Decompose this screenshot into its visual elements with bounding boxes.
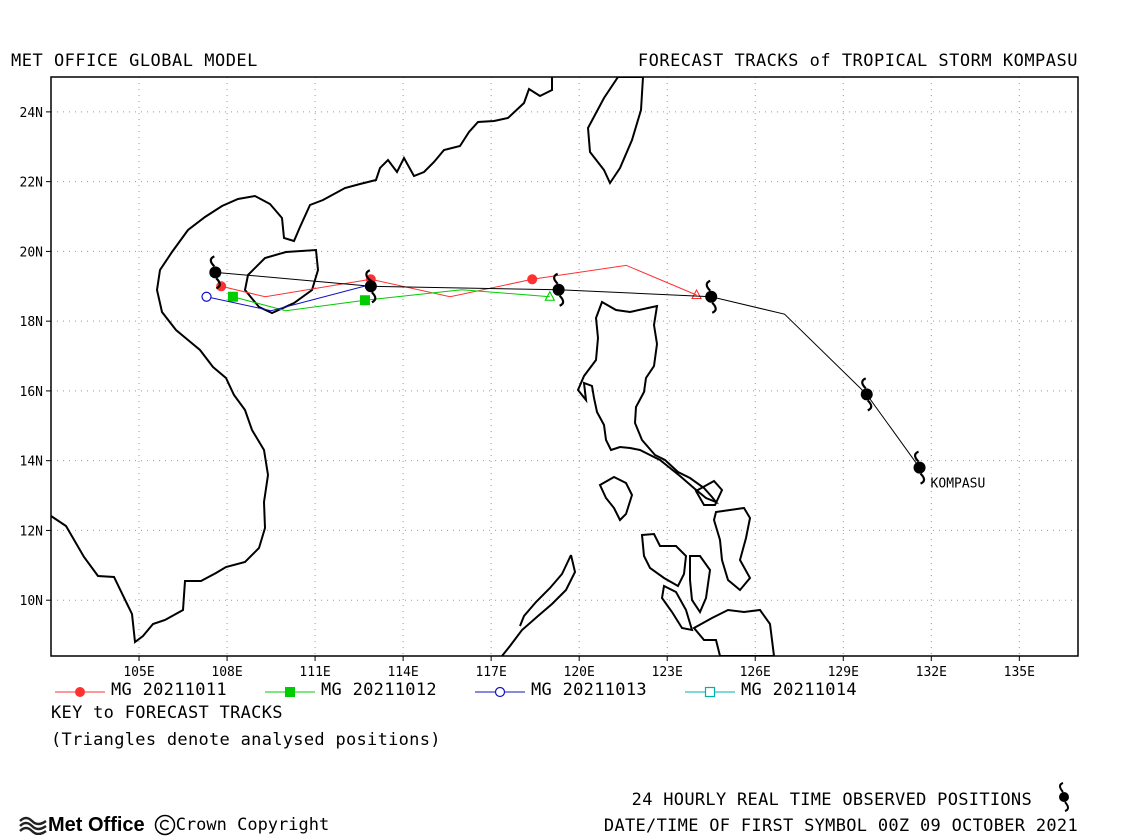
- track-line: [206, 284, 371, 312]
- x-tick-label: 117E: [475, 665, 506, 680]
- y-tick-label: 16N: [20, 385, 43, 400]
- observed-position-icon: [860, 377, 873, 412]
- copyright-icon: [154, 814, 175, 836]
- met-office-wave-icon: [19, 816, 47, 835]
- coastline-leyte: [712, 506, 752, 592]
- copyright-text: Crown Copyright: [175, 815, 330, 835]
- legend-label: MG 20211012: [321, 680, 437, 700]
- forecast-track-1: [227, 289, 556, 312]
- observed-position-icon: [705, 279, 718, 314]
- datetime-note: DATE/TIME OF FIRST SYMBOL 00Z 09 OCTOBER…: [603, 816, 1078, 836]
- analysed-triangle: [691, 288, 702, 300]
- x-tick-label: 108E: [211, 665, 242, 680]
- coastline-samar: [694, 479, 724, 506]
- observed-note: 24 HOURLY REAL TIME OBSERVED POSITIONS: [631, 790, 1032, 810]
- y-tick-label: 24N: [20, 106, 43, 121]
- observed-track: [209, 255, 926, 485]
- coastline-cebu: [689, 555, 712, 615]
- storm-label: KOMPASU: [931, 477, 986, 492]
- coastline-hainan: [243, 248, 320, 315]
- x-tick-label: 126E: [740, 665, 771, 680]
- track-map: 105E 108E 111E 114E 117E 120E 123E 126E 129E 132E…: [20, 76, 1079, 680]
- key-note: (Triangles denote analysed positions): [51, 730, 441, 750]
- legend-marker: [75, 687, 85, 697]
- coastline-palawan: [501, 554, 577, 656]
- coastline-negros: [660, 584, 694, 632]
- y-tick-label: 14N: [20, 455, 43, 470]
- x-tick-label: 135E: [1004, 665, 1035, 680]
- track-marker: [527, 274, 538, 285]
- key-title: KEY to FORECAST TRACKS: [51, 703, 283, 723]
- x-tick-label: 111E: [299, 665, 330, 680]
- coastline-mindoro: [598, 475, 634, 522]
- forecast-track-0: [216, 264, 702, 300]
- met-office-logo: Met Office Crown Copyright: [18, 812, 329, 838]
- axis-ticks: 105E 108E 111E 114E 117E 120E 123E 126E 129E 132E…: [20, 106, 1035, 680]
- coastline-taiwan: [586, 77, 645, 186]
- x-tick-label: 105E: [123, 665, 154, 680]
- y-tick-label: 10N: [20, 594, 43, 609]
- observed-track-line: [215, 271, 920, 468]
- coastlines: [51, 77, 776, 656]
- legend-label: MG 20211013: [531, 680, 647, 700]
- chart-title: FORECAST TRACKS of TROPICAL STORM KOMPAS…: [637, 51, 1078, 71]
- legend-label: MG 20211014: [741, 680, 857, 700]
- x-tick-label: 123E: [652, 665, 683, 680]
- analysed-triangle: [544, 290, 556, 301]
- grid-lines: [51, 77, 1078, 656]
- legend-marker: [285, 687, 295, 697]
- y-tick-label: 12N: [20, 524, 43, 539]
- model-title: MET OFFICE GLOBAL MODEL: [11, 51, 258, 71]
- x-tick-label: 132E: [916, 665, 947, 680]
- legend-swatch: [55, 687, 105, 697]
- track-marker: [227, 291, 238, 302]
- x-tick-label: 120E: [564, 665, 595, 680]
- legend-swatch: [475, 686, 525, 698]
- legend-marker: [494, 686, 506, 698]
- x-tick-label: 129E: [828, 665, 859, 680]
- track-line: [221, 264, 697, 298]
- coastline-mainland: [51, 77, 553, 644]
- observed-position-icon: [913, 450, 926, 485]
- track-line: [232, 289, 550, 312]
- observed-position-icon: [552, 272, 565, 307]
- track-marker: [201, 291, 212, 302]
- observed-position-icon: [364, 269, 377, 304]
- plot-frame: [50, 76, 1079, 657]
- y-tick-label: 20N: [20, 245, 43, 260]
- legend-label: MG 20211011: [111, 680, 227, 700]
- y-tick-label: 18N: [20, 315, 43, 330]
- coastline-panay: [640, 532, 688, 588]
- legend-swatch: [265, 687, 315, 697]
- x-tick-label: 114E: [387, 665, 418, 680]
- track-marker: [359, 295, 370, 306]
- legend-swatch: [685, 686, 735, 698]
- observed-position-icon: [209, 255, 222, 290]
- typhoon-icon: [1059, 782, 1069, 812]
- coastline-luzon: [576, 300, 720, 505]
- y-tick-label: 22N: [20, 176, 43, 191]
- logo-text: Met Office: [48, 813, 145, 836]
- coastline-mindanao: [692, 608, 776, 656]
- coastline-palawan-b: [519, 554, 572, 627]
- legend-marker: [704, 686, 716, 698]
- copyright-block: Crown Copyright: [154, 814, 330, 836]
